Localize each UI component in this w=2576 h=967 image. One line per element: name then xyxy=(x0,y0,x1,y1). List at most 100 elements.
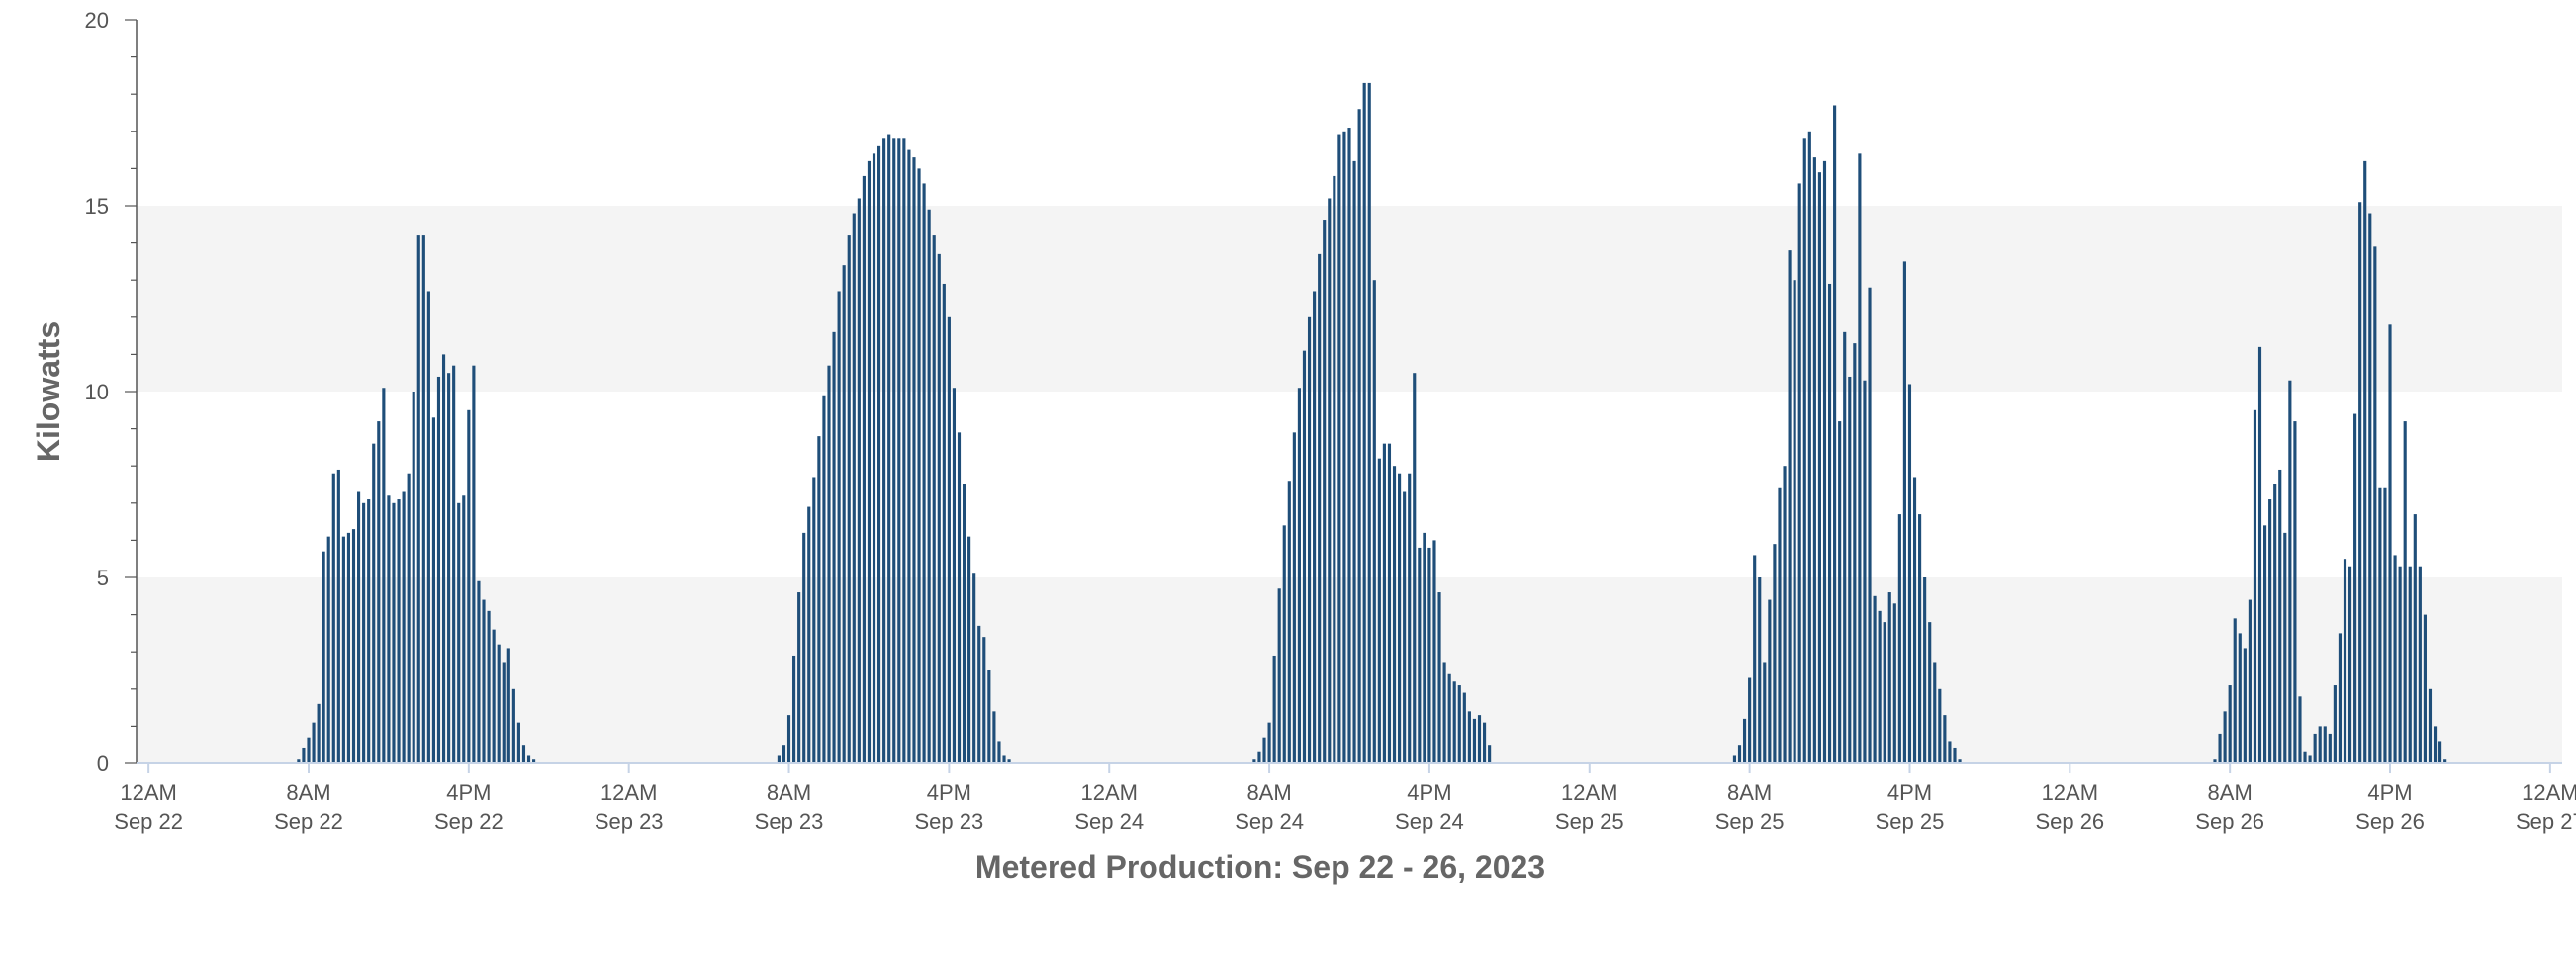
bar xyxy=(797,592,801,763)
bar xyxy=(2303,751,2307,763)
bar xyxy=(2338,633,2343,763)
bar xyxy=(312,722,316,763)
bar xyxy=(1907,384,1912,763)
bar xyxy=(1933,662,1937,763)
bar xyxy=(2403,421,2407,763)
bar xyxy=(1912,477,1917,763)
bar xyxy=(1357,109,1361,764)
bar xyxy=(2328,733,2332,763)
bar xyxy=(902,138,906,763)
x-tick-label-date: Sep 22 xyxy=(274,809,343,834)
bar xyxy=(2298,696,2302,763)
bar xyxy=(997,741,1001,763)
bar xyxy=(962,484,966,763)
bar xyxy=(477,580,481,763)
bar xyxy=(532,759,536,763)
bar xyxy=(1367,82,1371,764)
bar xyxy=(1848,376,1852,763)
bar xyxy=(1292,432,1296,763)
bar xyxy=(2233,618,2237,763)
x-tick-label-time: 12AM xyxy=(120,780,176,805)
bar xyxy=(441,354,446,763)
bar xyxy=(1742,718,1747,763)
bar xyxy=(1333,175,1336,764)
bar xyxy=(992,711,996,763)
bar xyxy=(1398,473,1402,763)
bar xyxy=(436,376,441,763)
y-tick-label: 15 xyxy=(85,194,109,219)
bar xyxy=(1817,172,1821,763)
bar xyxy=(1318,253,1322,763)
bar xyxy=(852,213,856,763)
bar xyxy=(497,644,501,763)
x-tick-label-date: Sep 24 xyxy=(1395,809,1464,834)
bar xyxy=(907,149,911,764)
bar xyxy=(317,703,321,763)
bar xyxy=(487,610,491,763)
bar xyxy=(917,168,921,763)
bar xyxy=(2388,324,2392,763)
bar xyxy=(932,235,936,763)
x-tick-label-time: 8AM xyxy=(2208,780,2253,805)
bar xyxy=(802,532,806,763)
bar xyxy=(1423,532,1426,763)
bar xyxy=(1418,547,1422,763)
bar xyxy=(346,532,351,763)
bar xyxy=(302,747,306,763)
bar xyxy=(521,745,526,763)
bar xyxy=(877,145,881,764)
x-tick-label-time: 8AM xyxy=(767,780,811,805)
bar xyxy=(847,235,851,763)
bar xyxy=(1377,458,1381,763)
bar xyxy=(462,495,466,763)
bar xyxy=(322,551,325,763)
bar xyxy=(382,388,386,763)
x-tick-label-date: Sep 22 xyxy=(434,809,504,834)
x-tick-label-time: 4PM xyxy=(927,780,971,805)
x-tick-label-date: Sep 25 xyxy=(1876,809,1945,834)
bar xyxy=(1892,603,1896,763)
x-tick-label-date: Sep 23 xyxy=(755,809,824,834)
bar xyxy=(2368,213,2372,763)
x-tick-label-time: 12AM xyxy=(1561,780,1617,805)
bar xyxy=(2378,487,2382,763)
bar xyxy=(2398,566,2402,763)
bar xyxy=(1812,157,1816,763)
bar xyxy=(1352,160,1356,763)
bar xyxy=(2228,685,2232,763)
bar xyxy=(1297,388,1301,763)
bar xyxy=(2238,633,2242,763)
bar xyxy=(511,688,515,763)
bar xyxy=(516,722,520,763)
bar xyxy=(2433,726,2438,763)
bar xyxy=(331,473,335,763)
bar xyxy=(1868,287,1872,763)
bar xyxy=(1827,283,1832,763)
bar xyxy=(416,235,420,763)
bar xyxy=(1863,380,1867,763)
bar xyxy=(1802,138,1806,763)
x-tick-label-date: Sep 24 xyxy=(1074,809,1144,834)
bar xyxy=(1873,595,1877,763)
x-tick-label-date: Sep 27 xyxy=(2516,809,2576,834)
bar xyxy=(1853,343,1857,763)
bar xyxy=(882,138,886,763)
bar xyxy=(467,409,471,763)
bar xyxy=(1387,443,1392,763)
bar xyxy=(867,160,872,763)
bar xyxy=(897,138,901,763)
bar xyxy=(526,755,531,763)
bar xyxy=(336,469,340,763)
bar xyxy=(387,495,391,763)
x-tick-label-date: Sep 26 xyxy=(2355,809,2425,834)
bar xyxy=(1923,577,1927,763)
bar xyxy=(402,491,406,763)
bar xyxy=(1763,662,1767,763)
bar xyxy=(822,395,826,763)
bar xyxy=(2218,733,2222,763)
bar xyxy=(2428,688,2433,763)
x-tick-label-date: Sep 23 xyxy=(915,809,984,834)
bar xyxy=(2408,566,2412,763)
bar xyxy=(307,737,311,763)
x-tick-label-time: 12AM xyxy=(2522,780,2576,805)
